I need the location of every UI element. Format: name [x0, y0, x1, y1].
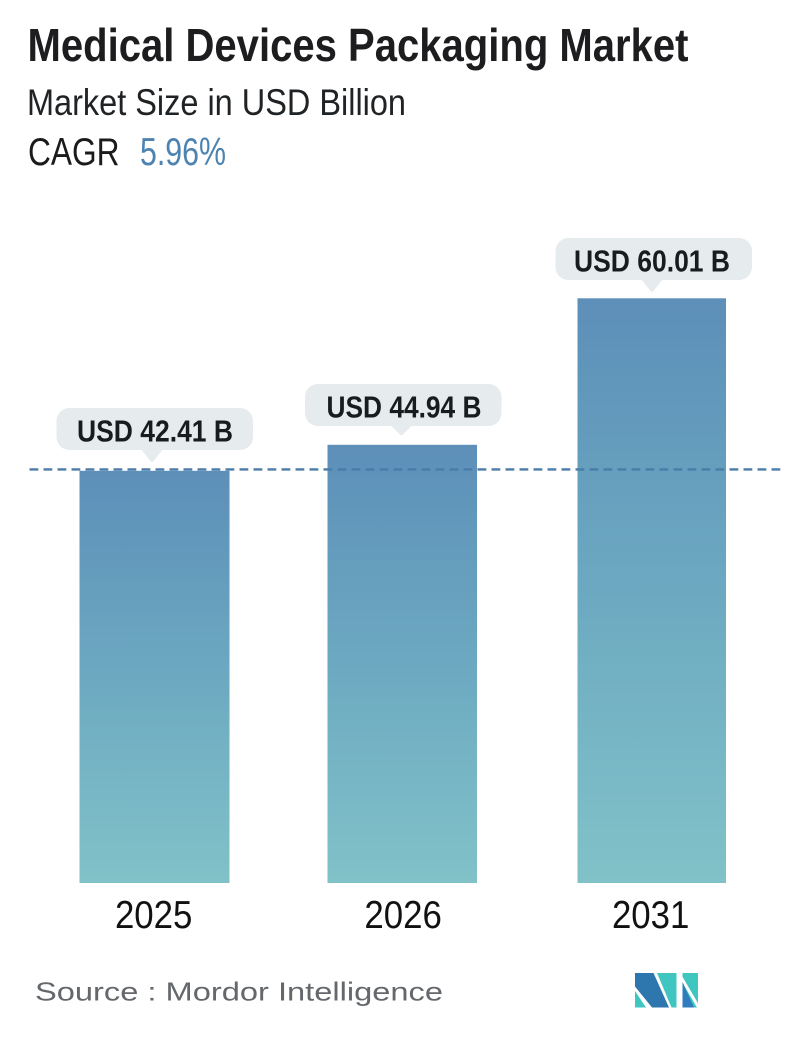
svg-text:Source : Mordor Intelligence: Source : Mordor Intelligence	[35, 977, 443, 1007]
svg-text:2031: 2031	[612, 894, 690, 937]
svg-text:5.96%: 5.96%	[140, 131, 226, 174]
svg-text:Market Size in USD Billion: Market Size in USD Billion	[27, 82, 406, 123]
svg-text:USD 44.94 B: USD 44.94 B	[327, 389, 482, 424]
svg-text:2026: 2026	[364, 894, 442, 937]
svg-text:2025: 2025	[115, 894, 193, 937]
svg-text:USD 60.01 B: USD 60.01 B	[574, 243, 730, 278]
svg-text:CAGR: CAGR	[28, 131, 120, 174]
svg-text:Medical Devices Packaging Mark: Medical Devices Packaging Market	[28, 19, 689, 71]
svg-text:USD 42.41 B: USD 42.41 B	[77, 413, 233, 448]
